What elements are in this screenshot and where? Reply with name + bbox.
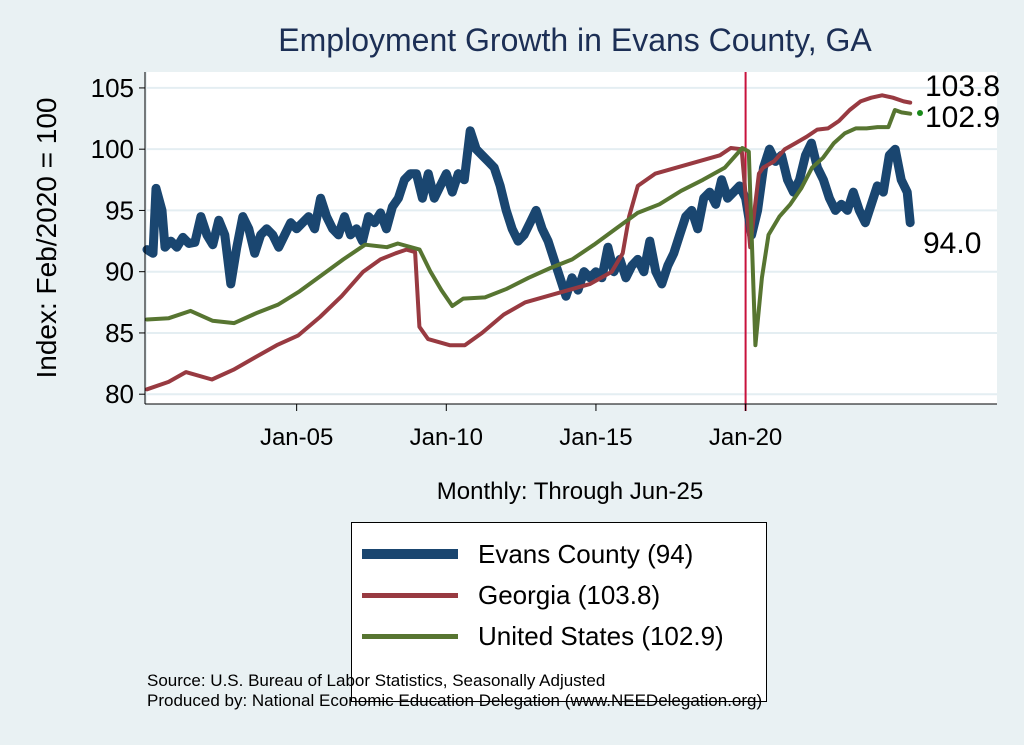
legend-swatch-georgia	[362, 592, 458, 598]
y-tick-label-85: 85	[105, 318, 134, 348]
end-label-evans-county: 94.0	[923, 227, 981, 260]
y-tick-label-105: 105	[91, 73, 134, 103]
series-line-united-states	[145, 108, 913, 348]
series-line-georgia	[145, 93, 913, 392]
chart-title: Employment Growth in Evans County, GA	[278, 22, 872, 58]
y-tick-label-95: 95	[105, 195, 134, 225]
legend-item-us: United States (102.9)	[362, 618, 724, 654]
x-tick-label-Jan-15: Jan-15	[559, 424, 632, 451]
y-tick-label-90: 90	[105, 257, 134, 287]
y-axis-ticks: 80 85 90 95 100 105	[91, 73, 145, 409]
x-axis-label: Monthly: Through Jun-25	[436, 478, 704, 505]
legend-swatch-us	[362, 633, 458, 639]
y-tick-label-80: 80	[105, 379, 134, 409]
end-label-united-states: 102.9	[925, 101, 1000, 134]
x-tick-label-Jan-05: Jan-05	[260, 424, 333, 451]
us-end-marker	[917, 110, 923, 116]
y-tick-label-100: 100	[91, 134, 134, 164]
footnotes: Source: U.S. Bureau of Labor Statistics,…	[147, 671, 762, 711]
x-tick-label-Jan-10: Jan-10	[410, 424, 483, 451]
legend-label-georgia: Georgia (103.8)	[478, 579, 661, 610]
legend-label-evans: Evans County (94)	[478, 538, 694, 569]
producer-note: Produced by: National Economic Education…	[147, 691, 763, 710]
x-tick-label-Jan-20: Jan-20	[709, 424, 782, 451]
legend-item-evans: Evans County (94)	[362, 536, 693, 572]
end-label-georgia: 103.8	[925, 70, 1000, 103]
y-axis-label: Index: Feb/2020 = 100	[31, 98, 62, 379]
source-note: Source: U.S. Bureau of Labor Statistics,…	[147, 671, 606, 690]
legend-swatch-evans	[362, 549, 458, 559]
legend-label-us: United States (102.9)	[478, 620, 724, 651]
series-line-evans-county	[142, 126, 915, 301]
legend-item-georgia: Georgia (103.8)	[362, 577, 660, 613]
x-axis-ticks: Jan-05 Jan-10 Jan-15 Jan-20	[260, 404, 782, 451]
series-lines	[142, 72, 915, 411]
legend: Evans County (94) Georgia (103.8) United…	[351, 522, 767, 702]
